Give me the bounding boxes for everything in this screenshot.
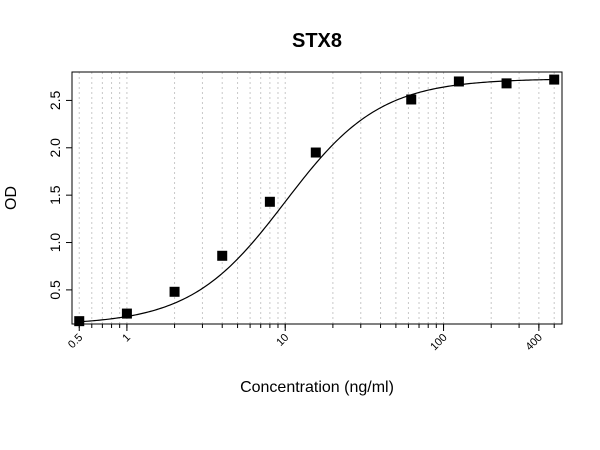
y-axis: 0.5 1.0 1.5 2.0 2.5 (47, 90, 72, 300)
x-tick-label: 400 (524, 332, 545, 353)
y-tick-label: 2.0 (47, 138, 63, 158)
data-point (406, 94, 417, 105)
data-point (121, 308, 132, 319)
x-axis: 0.5 1 10 100 400 (66, 324, 555, 353)
plot-frame (71, 71, 563, 325)
grid (78, 72, 555, 324)
x-tick-label: 100 (428, 332, 449, 353)
data-point (310, 147, 321, 158)
data-point (501, 78, 512, 89)
chart-title: STX8 (292, 30, 342, 52)
data-point (453, 76, 464, 87)
data-point (264, 196, 275, 207)
data-point (169, 286, 180, 297)
y-tick-label: 1.0 (47, 233, 63, 253)
fit-curve (79, 78, 555, 323)
y-tick-label: 1.5 (47, 185, 63, 205)
data-point (549, 74, 560, 85)
data-points (74, 74, 560, 327)
x-tick-label: 0.5 (66, 332, 85, 351)
data-point (74, 316, 85, 327)
data-point (217, 250, 228, 261)
y-tick-label: 0.5 (47, 280, 63, 300)
x-axis-label: Concentration (ng/ml) (240, 379, 394, 396)
x-tick-label: 10 (274, 332, 291, 349)
x-tick-label: 1 (120, 332, 133, 345)
y-axis-label: OD (3, 186, 20, 210)
y-tick-label: 2.5 (47, 90, 63, 110)
